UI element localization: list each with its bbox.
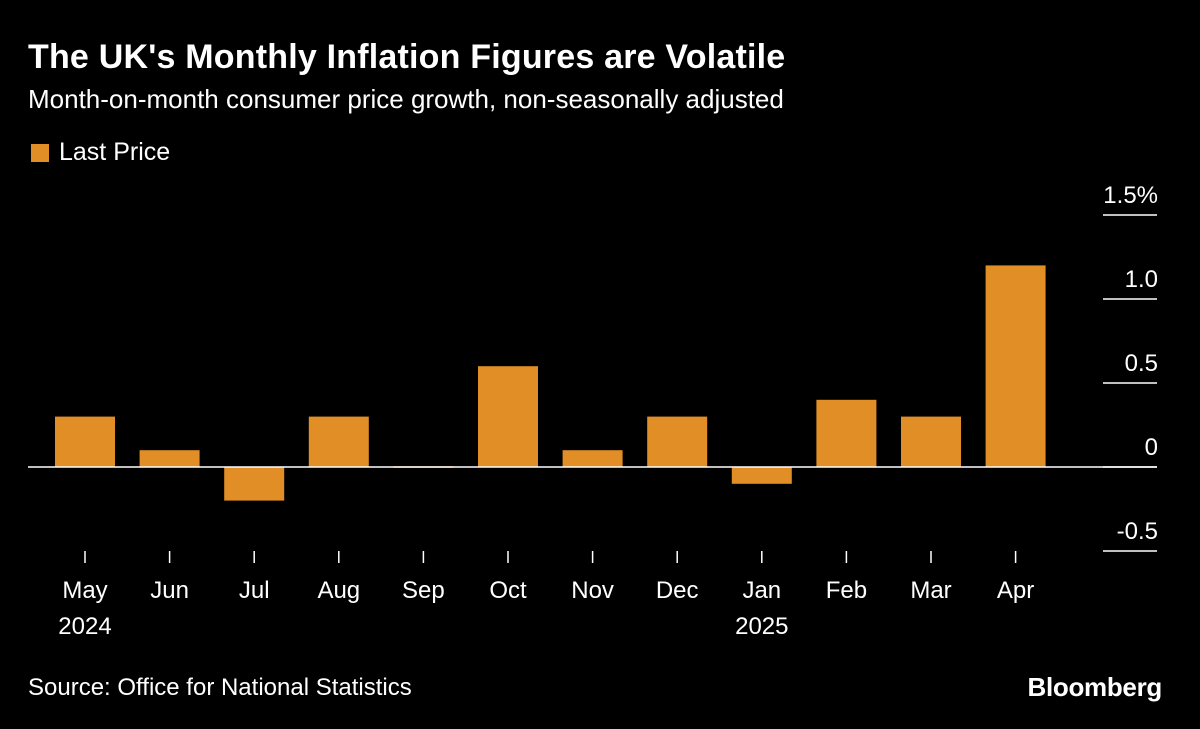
x-year-label: 2025 xyxy=(735,613,788,640)
x-tick-label: Nov xyxy=(571,577,614,604)
legend-label: Last Price xyxy=(59,138,171,166)
legend-swatch xyxy=(31,143,49,162)
y-tick-label: 0.5 xyxy=(1125,350,1158,377)
source-note: Source: Office for National Statistics xyxy=(28,674,412,701)
bar-jan xyxy=(731,467,792,484)
bar-aug xyxy=(308,416,369,467)
bar-jun xyxy=(139,450,200,467)
y-tick-label: 1.0 xyxy=(1125,266,1158,293)
x-tick-label: Sep xyxy=(402,577,445,604)
x-tick-label: Aug xyxy=(317,577,360,604)
bar-nov xyxy=(562,450,623,467)
bar-oct xyxy=(478,366,538,467)
x-tick-label: Mar xyxy=(910,577,951,604)
y-tick-label: 0 xyxy=(1145,434,1158,461)
x-tick-label: Jan xyxy=(742,577,781,604)
x-tick-label: May xyxy=(62,577,107,604)
bar-apr xyxy=(985,265,1046,467)
x-tick-label: Oct xyxy=(489,577,527,604)
x-tick-label: Apr xyxy=(997,577,1034,604)
y-tick-label: 1.5% xyxy=(1103,182,1158,209)
x-tick-label: Feb xyxy=(826,577,867,604)
bar-dec xyxy=(647,416,708,467)
chart-title: The UK's Monthly Inflation Figures are V… xyxy=(28,38,786,76)
x-year-label: 2024 xyxy=(58,613,111,640)
x-tick-label: Jun xyxy=(150,577,189,604)
y-tick-label: -0.5 xyxy=(1117,518,1158,545)
bar-may xyxy=(55,416,115,467)
x-tick-label: Dec xyxy=(656,577,699,604)
legend: Last Price xyxy=(31,138,170,167)
bar-mar xyxy=(901,416,961,467)
bar-jul xyxy=(224,467,285,501)
bloomberg-logo: Bloomberg xyxy=(1027,672,1162,702)
chart-subtitle: Month-on-month consumer price growth, no… xyxy=(28,84,784,114)
bar-feb xyxy=(816,399,877,467)
x-tick-label: Jul xyxy=(239,577,270,604)
